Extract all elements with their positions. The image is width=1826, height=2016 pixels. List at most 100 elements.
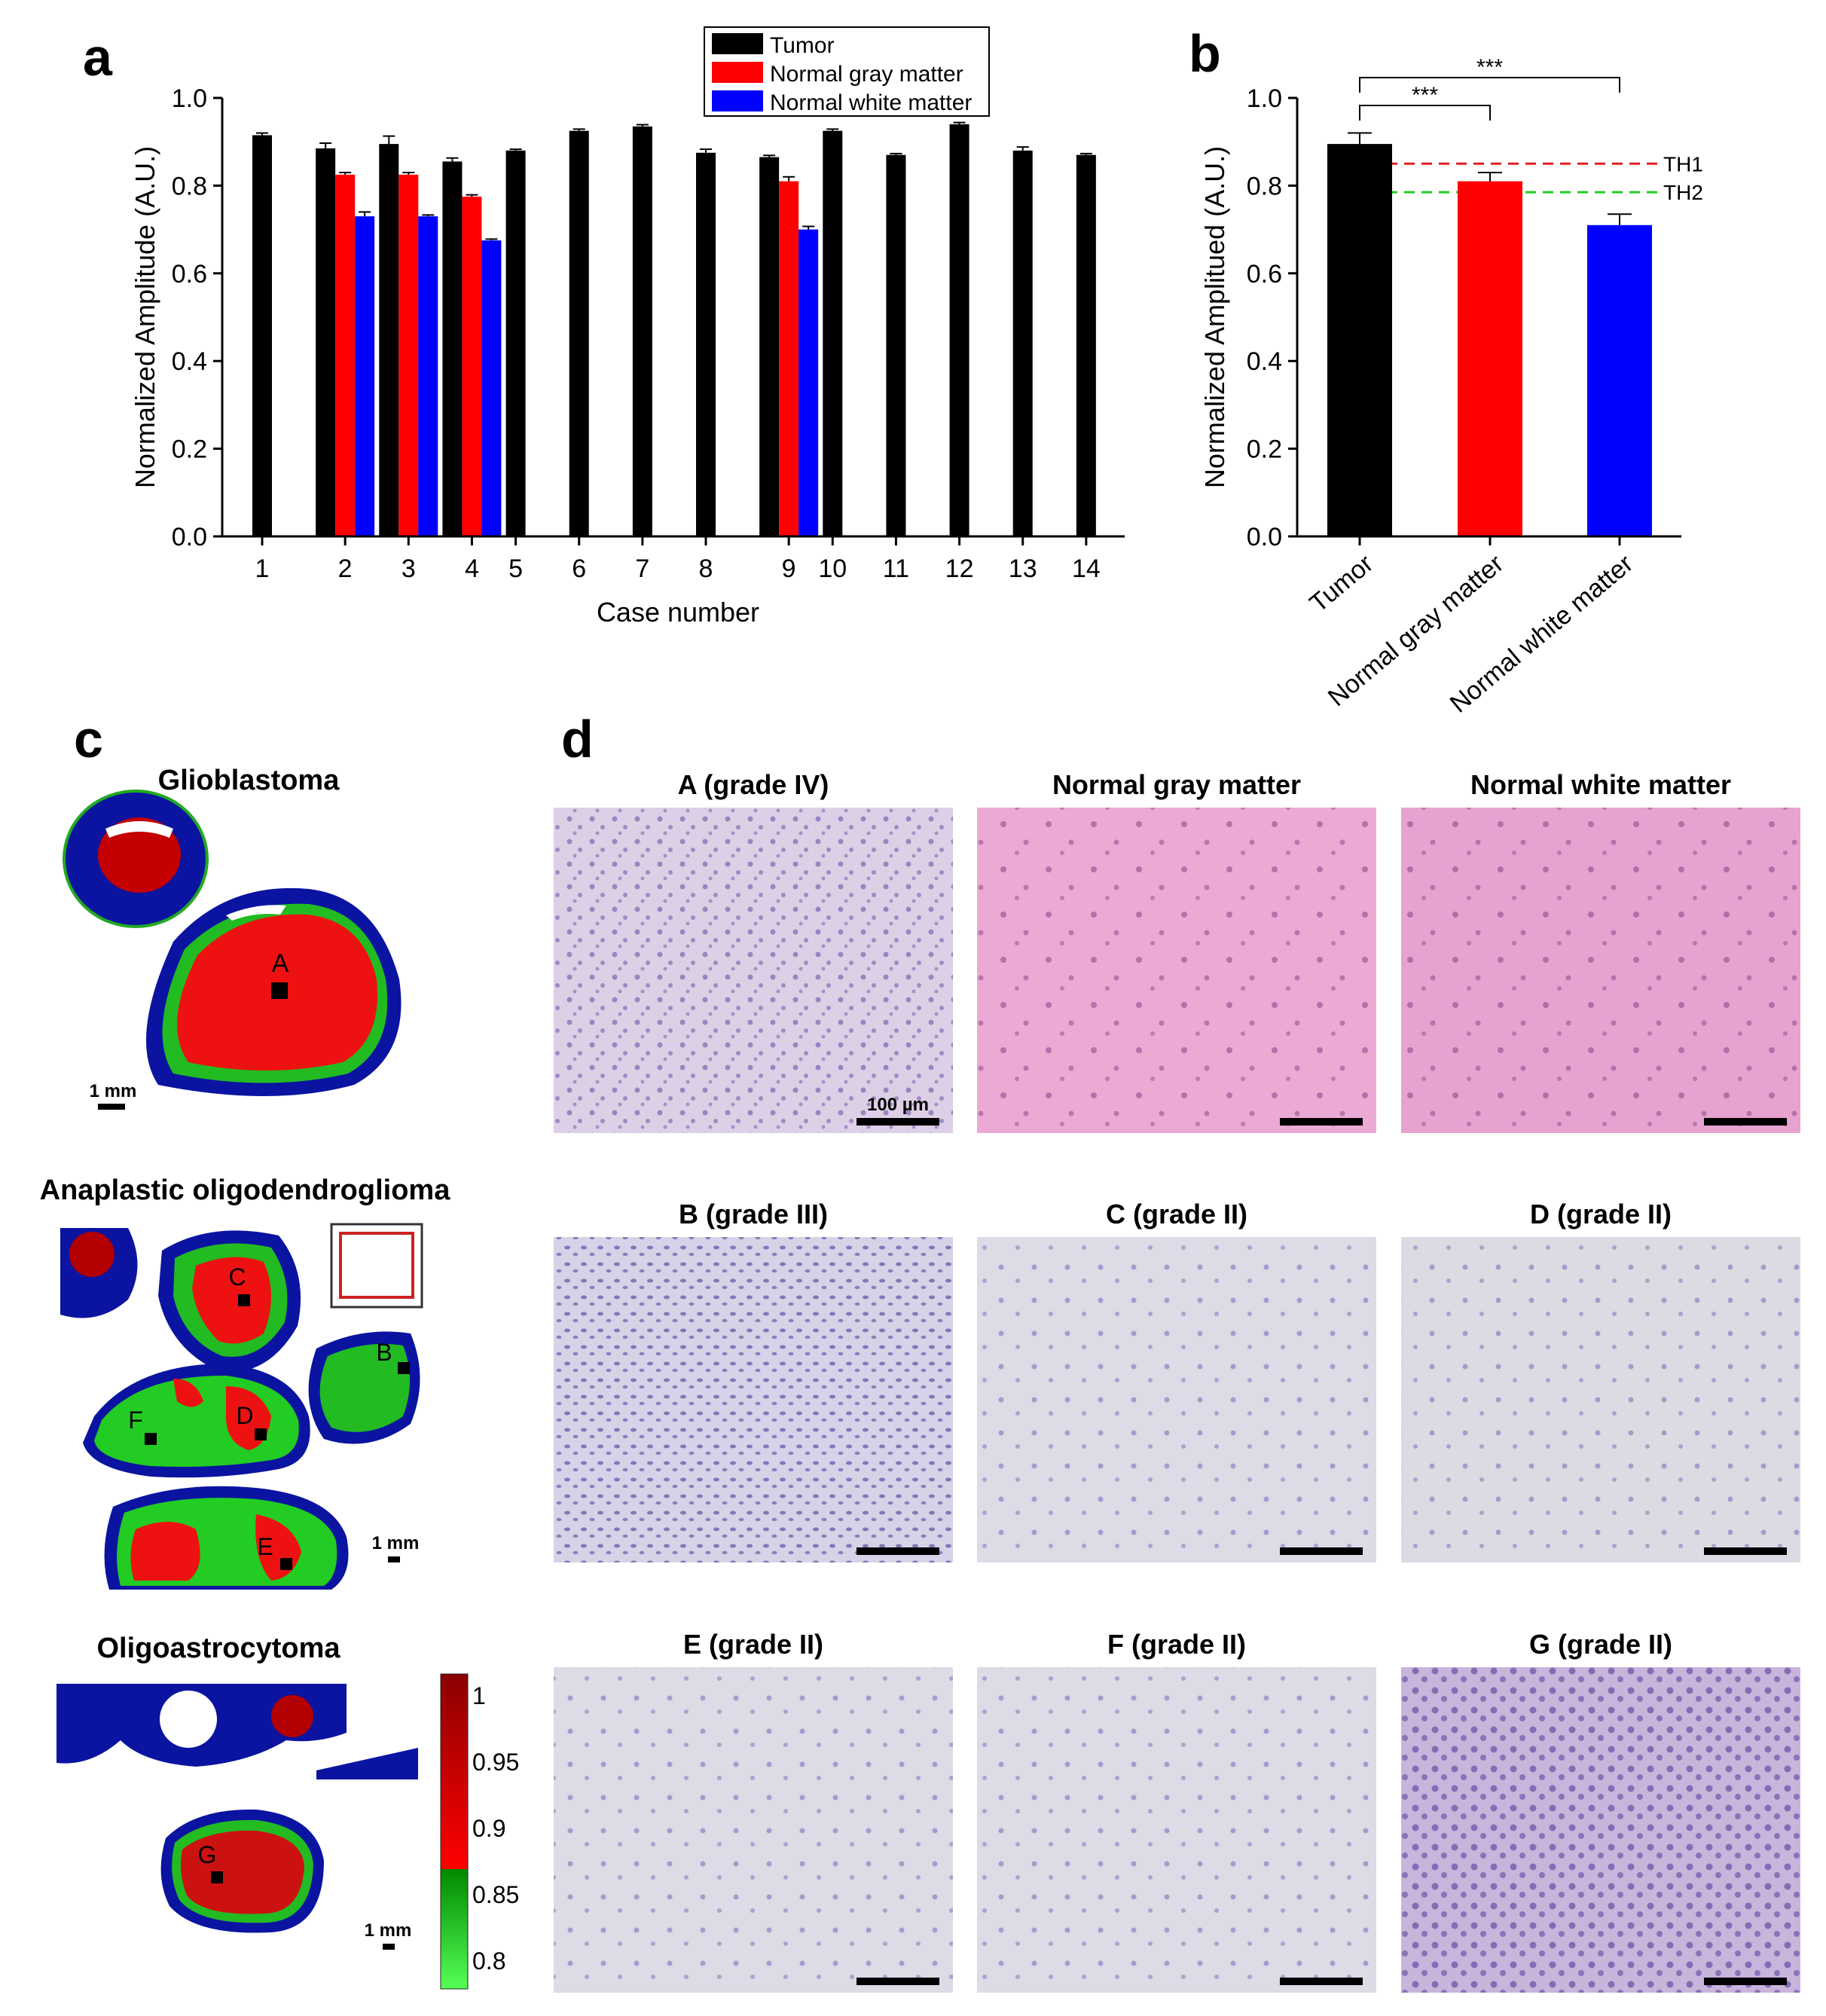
significance-bracket xyxy=(1359,105,1491,121)
region-marker-d xyxy=(255,1428,267,1440)
region-marker-b xyxy=(398,1362,410,1374)
y-tick-label: 0.0 xyxy=(1247,523,1282,551)
region-label-g: G xyxy=(198,1841,217,1868)
scale-label-glioblastoma: 1 mm xyxy=(90,1081,137,1101)
histology-nuclei xyxy=(977,808,1376,1133)
chart-a-y-title: Normalized Amplitude (A.U.) xyxy=(130,146,160,488)
y-tick-label: 0.8 xyxy=(1247,172,1282,200)
scale-bar xyxy=(857,1118,939,1126)
significance-bracket xyxy=(1359,77,1620,93)
bar-tumor xyxy=(1327,144,1392,537)
chart-a-x-title: Case number xyxy=(597,597,759,628)
histology-caption: D (grade II) xyxy=(1530,1199,1672,1229)
y-tick-label: 0.2 xyxy=(172,435,207,464)
histology-caption: E (grade II) xyxy=(683,1629,823,1660)
region-marker-c xyxy=(238,1294,250,1306)
map-title-glioblastoma: Glioblastoma xyxy=(158,765,340,796)
panel-label-d: d xyxy=(561,710,594,768)
x-tick-label: 8 xyxy=(699,554,713,583)
histology-caption: A (grade IV) xyxy=(678,769,829,800)
scale-bar xyxy=(1704,1547,1787,1555)
legend-label-tumor: Tumor xyxy=(770,33,835,58)
x-tick-label: Tumor xyxy=(1304,549,1379,618)
histology-caption: B (grade III) xyxy=(679,1199,828,1229)
colorbar-tick-09: 0.9 xyxy=(472,1815,505,1842)
bar-normal-gray-matter xyxy=(779,181,799,536)
bar-normal-gray-matter xyxy=(398,174,419,536)
bar-normal-white-matter xyxy=(798,229,819,536)
y-tick-label: 0.0 xyxy=(172,523,207,551)
panel-label-b: b xyxy=(1189,24,1221,83)
histology-image: A (grade IV) 100 µm xyxy=(554,769,953,1133)
scale-bar xyxy=(857,1978,939,1985)
histology-image: F (grade II) xyxy=(977,1629,1376,1993)
x-tick-label: 1 xyxy=(255,554,270,583)
region-label-a: A xyxy=(272,949,289,978)
colorbar-tick-08: 0.8 xyxy=(472,1947,505,1975)
panel-label-a: a xyxy=(83,28,113,87)
chart-b-significance: *** *** xyxy=(1359,55,1620,121)
histology-grid: A (grade IV) 100 µm Normal gray matter Norm… xyxy=(554,769,1800,1993)
map-oligoastrocytoma: G 1 mm xyxy=(56,1684,418,1950)
bar-tumor xyxy=(379,144,399,537)
region-label-e: E xyxy=(257,1533,273,1560)
region-marker-g xyxy=(211,1871,223,1883)
colorbar-tick-085: 0.85 xyxy=(472,1881,519,1908)
bar-normal-gray-matter xyxy=(335,174,356,536)
threshold-label: TH2 xyxy=(1663,181,1703,204)
histology-nuclei xyxy=(977,1667,1376,1993)
x-tick-label: 4 xyxy=(465,554,479,583)
bar-tumor xyxy=(1012,150,1033,537)
scale-bar xyxy=(857,1547,939,1555)
scale-bar-anaplastic xyxy=(388,1556,400,1562)
histology-caption: G (grade II) xyxy=(1529,1629,1672,1660)
significance-label: *** xyxy=(1412,83,1438,108)
region-label-d: D xyxy=(236,1402,253,1429)
x-tick-label: 14 xyxy=(1072,554,1101,583)
scale-label-oligoastrocytoma: 1 mm xyxy=(365,1920,412,1941)
x-tick-label: 13 xyxy=(1009,554,1037,583)
y-tick-label: 0.6 xyxy=(172,260,207,289)
histology-nuclei xyxy=(1401,808,1800,1133)
legend-swatch-white xyxy=(712,90,763,111)
bar-tumor xyxy=(505,150,526,537)
histology-image: B (grade III) xyxy=(554,1199,953,1562)
chart-a-bars xyxy=(252,121,1096,537)
x-tick-label: 10 xyxy=(818,554,847,583)
chart-b-y-title: Normalized Amplitued (A.U.) xyxy=(1199,146,1230,488)
scale-bar xyxy=(1280,1118,1363,1126)
bar-normal-white-matter xyxy=(355,216,375,536)
bar-tumor xyxy=(759,157,780,536)
x-tick-label: 3 xyxy=(402,554,416,583)
map-glioblastoma: A 1 mm xyxy=(63,790,402,1110)
x-tick-label: 6 xyxy=(572,554,586,583)
bar-normal-gray-matter xyxy=(462,196,482,536)
scale-label-anaplastic: 1 mm xyxy=(372,1533,420,1553)
chart-a-legend: Tumor Normal gray matter Normal white ma… xyxy=(704,26,990,117)
scale-bar xyxy=(1280,1547,1363,1555)
x-tick-label: 11 xyxy=(883,554,909,583)
chart-a: 0.00.20.40.60.81.0 1 2 3 4 5 6 7 8 9 10 11 12 13 14 C… xyxy=(130,26,1125,628)
histology-image: C (grade II) xyxy=(977,1199,1376,1562)
scale-bar xyxy=(1280,1978,1363,1985)
colorbar-tick-095: 0.95 xyxy=(472,1749,519,1776)
bar-normal-white-matter xyxy=(481,240,502,536)
bar-tumor xyxy=(823,130,843,536)
scale-bar-glioblastoma xyxy=(98,1104,125,1110)
legend-label-gray: Normal gray matter xyxy=(770,62,963,87)
bar-normal-white-matter xyxy=(1587,225,1652,536)
map-anaplastic: C B F D E 1 mm xyxy=(60,1223,423,1590)
histology-caption: C (grade II) xyxy=(1106,1199,1247,1229)
x-tick-label: 2 xyxy=(338,554,353,583)
legend-label-white: Normal white matter xyxy=(770,90,972,115)
x-tick-label: 5 xyxy=(508,554,523,583)
y-tick-label: 0.4 xyxy=(172,347,207,376)
histology-image: Normal gray matter xyxy=(977,769,1376,1133)
histology-image: E (grade II) xyxy=(554,1629,953,1993)
significance-label: *** xyxy=(1476,55,1503,80)
chart-a-y-ticks: 0.0 0.2 0.4 0.6 0.8 1.0 xyxy=(172,84,222,551)
scale-bar xyxy=(1704,1118,1787,1126)
histology-nuclei xyxy=(1401,1237,1800,1562)
